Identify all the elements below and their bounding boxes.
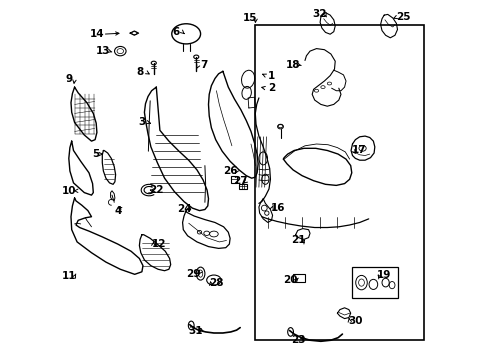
- Text: 21: 21: [291, 235, 305, 246]
- Text: 8: 8: [136, 67, 143, 77]
- Text: 31: 31: [188, 326, 203, 336]
- Text: 5: 5: [92, 149, 99, 159]
- Text: 12: 12: [152, 239, 166, 249]
- Text: 18: 18: [285, 60, 299, 70]
- Bar: [230, 176, 237, 183]
- Text: 6: 6: [172, 27, 180, 37]
- Text: 4: 4: [114, 206, 121, 216]
- Text: 29: 29: [186, 269, 200, 279]
- Text: 9: 9: [65, 74, 72, 84]
- Text: 3: 3: [138, 117, 145, 127]
- Text: 11: 11: [61, 271, 76, 282]
- Text: 22: 22: [149, 185, 163, 195]
- Text: 26: 26: [223, 166, 238, 176]
- Text: 20: 20: [283, 275, 297, 285]
- Text: 13: 13: [96, 46, 110, 56]
- Text: 15: 15: [242, 13, 257, 23]
- Text: 32: 32: [311, 9, 326, 19]
- Bar: [238, 184, 246, 189]
- Text: 17: 17: [351, 145, 366, 156]
- Text: 30: 30: [347, 316, 362, 326]
- Text: 2: 2: [267, 83, 275, 93]
- Text: 24: 24: [176, 204, 191, 214]
- Text: 1: 1: [267, 71, 275, 81]
- Text: 25: 25: [395, 12, 409, 22]
- Text: 27: 27: [233, 176, 248, 186]
- Bar: [254, 25, 423, 340]
- Text: 10: 10: [61, 186, 76, 196]
- Text: 14: 14: [89, 29, 104, 39]
- Text: 19: 19: [376, 270, 390, 280]
- Text: 7: 7: [200, 60, 207, 70]
- Bar: [293, 274, 305, 282]
- Text: 28: 28: [209, 278, 223, 288]
- Text: 23: 23: [291, 335, 305, 345]
- Text: 16: 16: [270, 203, 285, 213]
- Bar: [351, 267, 397, 298]
